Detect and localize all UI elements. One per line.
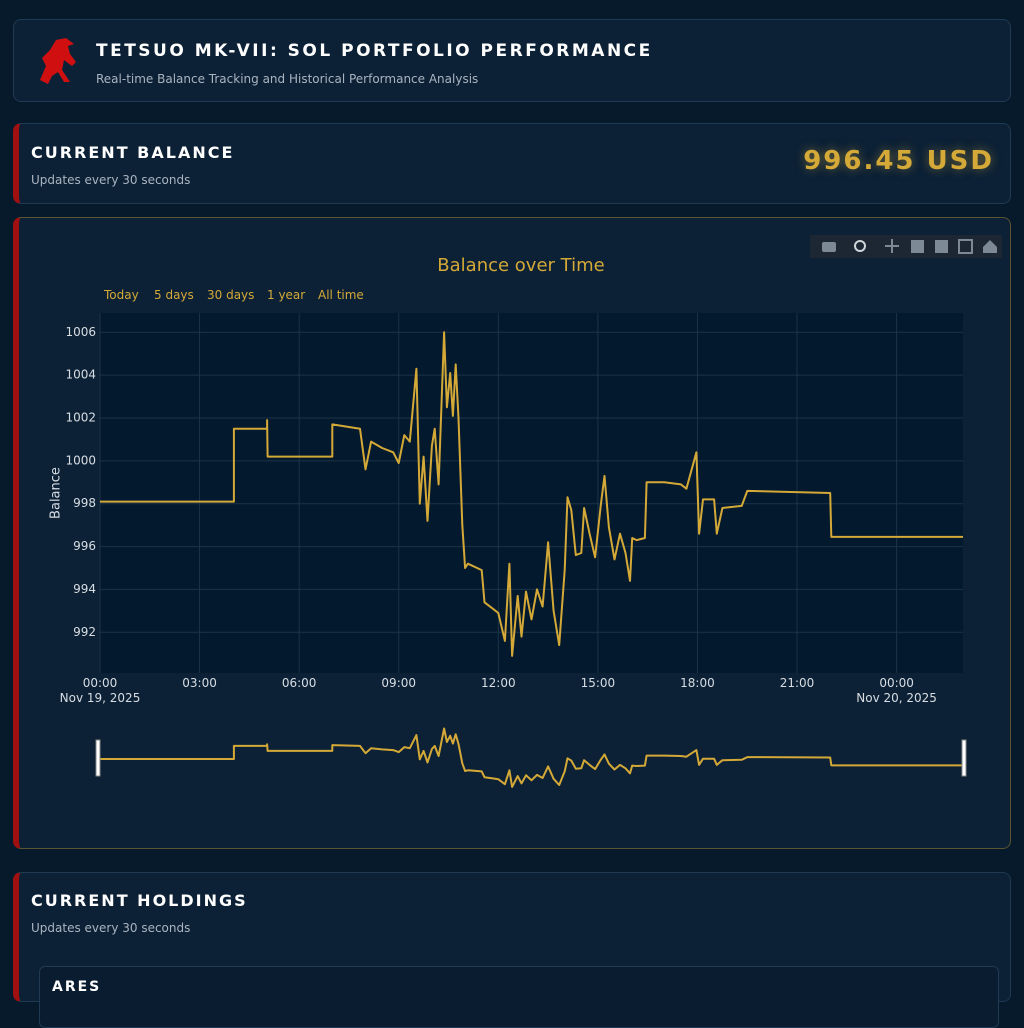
x-tick-label: 12:00 — [481, 676, 516, 690]
y-tick-label: 1006 — [65, 325, 96, 339]
holding-name: ARES — [52, 979, 102, 995]
x-tick-label: 18:00 — [680, 676, 715, 690]
balance-title: CURRENT BALANCE — [31, 143, 235, 162]
zoom-button[interactable] — [854, 240, 866, 252]
page-subtitle: Real-time Balance Tracking and Historica… — [96, 72, 479, 86]
y-tick-label: 994 — [73, 582, 96, 596]
zoom-out-button[interactable] — [935, 240, 948, 253]
x-tick-label: 00:00 Nov 19, 2025 — [59, 676, 141, 705]
range-button[interactable]: All time — [318, 288, 364, 302]
y-tick-label: 998 — [73, 496, 96, 510]
chart-title: Balance over Time — [437, 255, 604, 276]
balance-subtitle: Updates every 30 seconds — [31, 173, 191, 187]
balance-card: CURRENT BALANCE Updates every 30 seconds… — [13, 123, 1011, 204]
x-tick-label: 21:00 — [779, 676, 815, 690]
y-tick-label: 1000 — [65, 453, 96, 467]
x-tick-label: 03:00 — [182, 676, 217, 690]
page-title: TETSUO MK-VII: SOL PORTFOLIO PERFORMANCE — [96, 41, 653, 61]
holdings-card: CURRENT HOLDINGS Updates every 30 second… — [13, 872, 1011, 1028]
holding-card: ARES — [39, 966, 999, 1028]
logo — [40, 38, 76, 84]
pan-button[interactable] — [885, 239, 899, 253]
modebar — [810, 235, 1002, 258]
range-button[interactable]: 30 days — [207, 288, 255, 302]
range-button[interactable]: 1 year — [267, 288, 306, 302]
y-tick-label: 992 — [73, 625, 96, 639]
balance-line — [100, 331, 963, 657]
holdings-title: CURRENT HOLDINGS — [31, 891, 248, 910]
chart: Balance over Time Balance 992 994 996 998 10… — [49, 255, 967, 788]
range-handle-left — [95, 739, 101, 777]
y-tick-label: 1004 — [65, 368, 96, 382]
y-axis-label: Balance — [49, 467, 64, 519]
range-button[interactable]: 5 days — [154, 288, 194, 302]
y-tick-label: 1002 — [65, 411, 96, 425]
y-tick-label: 996 — [73, 539, 96, 553]
camera-button[interactable] — [822, 242, 836, 252]
header-card: TETSUO MK-VII: SOL PORTFOLIO PERFORMANCE… — [13, 19, 1011, 102]
modebar-icons — [822, 239, 997, 254]
holdings-subtitle: Updates every 30 seconds — [31, 921, 191, 935]
balance-value: 996.45 USD — [803, 146, 994, 176]
range-handle-right — [961, 739, 967, 777]
x-tick-label: 15:00 — [580, 676, 616, 690]
range-slider-line — [100, 727, 963, 788]
page: TETSUO MK-VII: SOL PORTFOLIO PERFORMANCE… — [13, 19, 1011, 1028]
reset-button[interactable] — [983, 240, 997, 253]
x-tick-label: 09:00 — [381, 676, 417, 690]
zoom-in-button[interactable] — [911, 240, 924, 253]
x-tick-label: 00:00 Nov 20, 2025 — [856, 676, 937, 705]
range-button[interactable]: Today — [104, 288, 139, 302]
x-tick-label: 06:00 — [281, 676, 317, 690]
autoscale-button[interactable] — [958, 239, 973, 254]
